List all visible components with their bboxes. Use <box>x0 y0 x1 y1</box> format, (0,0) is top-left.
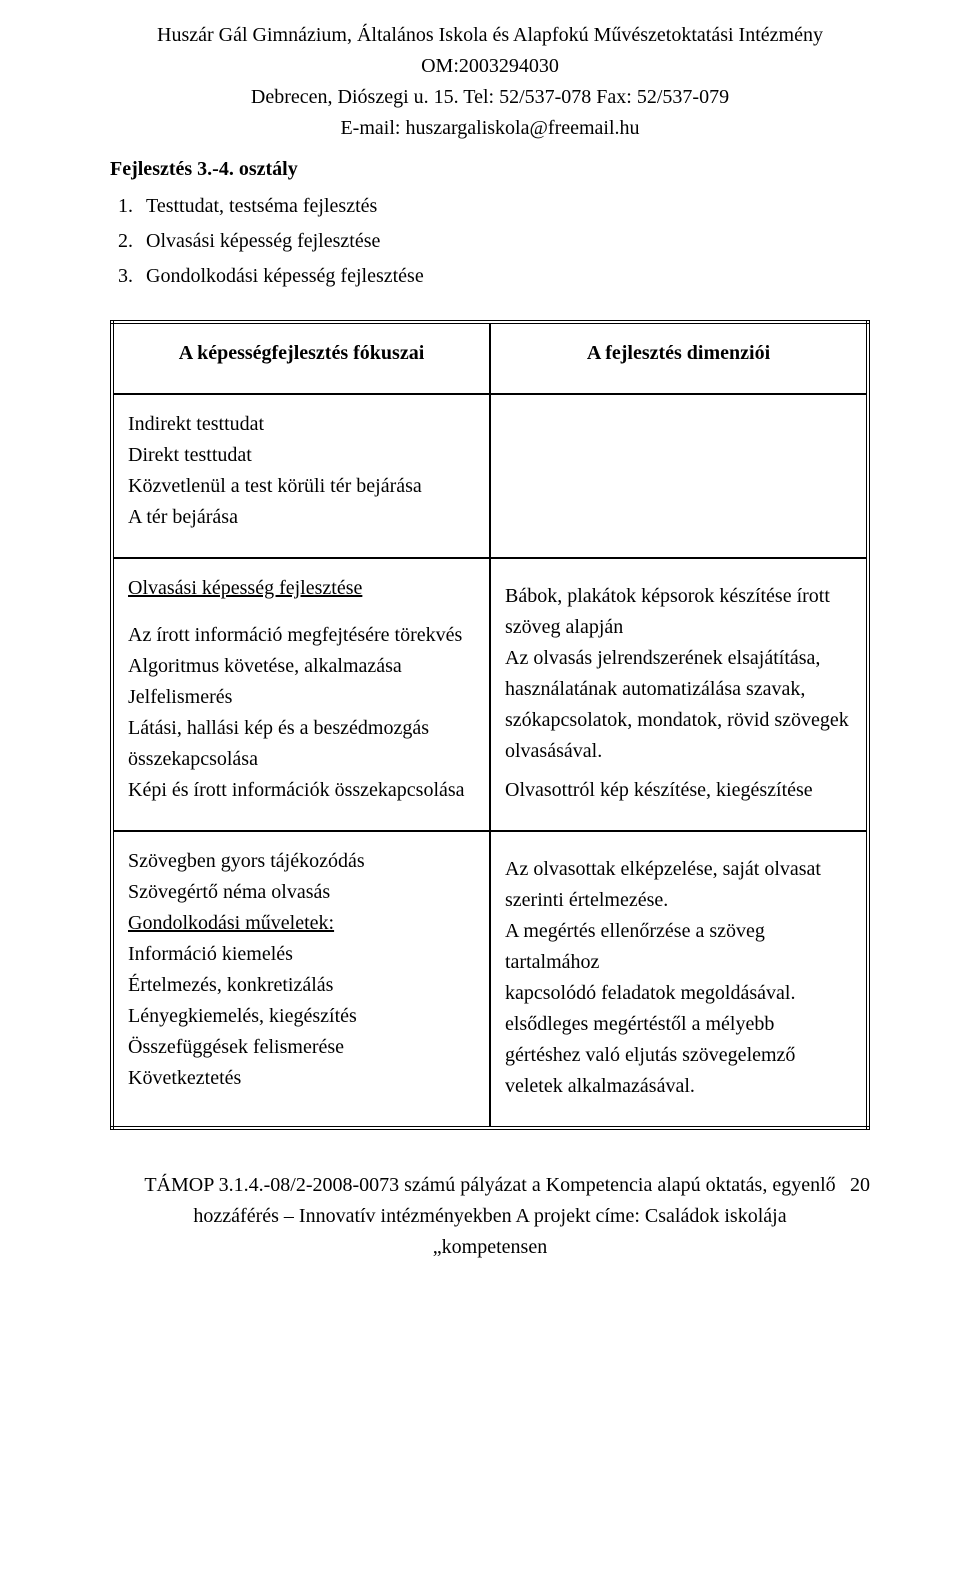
cell-text: Direkt testtudat <box>128 440 475 471</box>
list-item: Testtudat, testséma fejlesztés <box>138 191 870 222</box>
cell-text: Közvetlenül a test körüli tér bejárása <box>128 471 475 502</box>
cell-text: szókapcsolatok, mondatok, rövid szövegek <box>505 705 852 736</box>
cell-text: szöveg alapján <box>505 612 852 643</box>
cell-text: olvasásával. <box>505 736 852 767</box>
cell-text: gértéshez való eljutás szövegelemző <box>505 1040 852 1071</box>
cell-text: veletek alkalmazásával. <box>505 1071 852 1102</box>
footer-line-2: hozzáférés – Innovatív intézményekben A … <box>110 1201 870 1263</box>
cell-text: kapcsolódó feladatok megoldásával. <box>505 978 852 1009</box>
cell-text: összekapcsolása <box>128 744 475 775</box>
cell-text: Információ kiemelés <box>128 939 475 970</box>
cell-text: Szövegértő néma olvasás <box>128 877 475 908</box>
page-number: 20 <box>850 1170 870 1201</box>
cell-text: Képi és írott információk összekapcsolás… <box>128 775 475 806</box>
cell-text: Indirekt testtudat <box>128 409 475 440</box>
cell-text: A megértés ellenőrzése a szöveg tartalmá… <box>505 916 852 978</box>
table-cell-right <box>490 394 868 558</box>
cell-text: Algoritmus követése, alkalmazása <box>128 651 475 682</box>
cell-text: Következtetés <box>128 1063 475 1094</box>
table-header-right: A fejlesztés dimenziói <box>490 322 868 394</box>
cell-text: elsődleges megértéstől a mélyebb <box>505 1009 852 1040</box>
cell-text: szerinti értelmezése. <box>505 885 852 916</box>
cell-text: Összefüggések felismerése <box>128 1032 475 1063</box>
cell-text: Az írott információ megfejtésére törekvé… <box>128 620 475 651</box>
table-header-left: A képességfejlesztés fókuszai <box>112 322 490 394</box>
cell-text: Szövegben gyors tájékozódás <box>128 846 475 877</box>
document-page: Huszár Gál Gimnázium, Általános Iskola é… <box>0 0 960 1283</box>
table-row: Olvasási képesség fejlesztése Az írott i… <box>112 558 868 831</box>
header-line-4: E-mail: huszargaliskola@freemail.hu <box>110 113 870 144</box>
cell-text: Lényegkiemelés, kiegészítés <box>128 1001 475 1032</box>
table-cell-left: Olvasási képesség fejlesztése Az írott i… <box>112 558 490 831</box>
numbered-list: Testtudat, testséma fejlesztés Olvasási … <box>110 191 870 292</box>
cell-text: Értelmezés, konkretizálás <box>128 970 475 1001</box>
table-row: Szövegben gyors tájékozódás Szövegértő n… <box>112 831 868 1128</box>
cell-text: Jelfelismerés <box>128 682 475 713</box>
cell-text: használatának automatizálása szavak, <box>505 674 852 705</box>
cell-text: Olvasottról kép készítése, kiegészítése <box>505 775 852 806</box>
header-line-3: Debrecen, Diószegi u. 15. Tel: 52/537-07… <box>110 82 870 113</box>
table-header-row: A képességfejlesztés fókuszai A fejleszt… <box>112 322 868 394</box>
header-line-2: OM:2003294030 <box>110 51 870 82</box>
table-row: Indirekt testtudat Direkt testtudat Közv… <box>112 394 868 558</box>
page-header: Huszár Gál Gimnázium, Általános Iskola é… <box>110 20 870 144</box>
table-cell-left: Indirekt testtudat Direkt testtudat Közv… <box>112 394 490 558</box>
table-cell-right: Az olvasottak elképzelése, saját olvasat… <box>490 831 868 1128</box>
page-footer: TÁMOP 3.1.4.-08/2-2008-0073 számú pályáz… <box>110 1170 870 1263</box>
main-table: A képességfejlesztés fókuszai A fejleszt… <box>110 320 870 1130</box>
cell-text: Az olvasottak elképzelése, saját olvasat <box>505 854 852 885</box>
cell-text: Az olvasás jelrendszerének elsajátítása, <box>505 643 852 674</box>
header-line-1: Huszár Gál Gimnázium, Általános Iskola é… <box>110 20 870 51</box>
table-cell-right: Bábok, plakátok képsorok készítése írott… <box>490 558 868 831</box>
cell-text: Bábok, plakátok képsorok készítése írott <box>505 581 852 612</box>
section-title: Fejlesztés 3.-4. osztály <box>110 154 870 185</box>
cell-text: Látási, hallási kép és a beszédmozgás <box>128 713 475 744</box>
footer-line-1: TÁMOP 3.1.4.-08/2-2008-0073 számú pályáz… <box>144 1174 835 1196</box>
cell-subtitle: Olvasási képesség fejlesztése <box>128 573 475 604</box>
table-cell-left: Szövegben gyors tájékozódás Szövegértő n… <box>112 831 490 1128</box>
footer-text: TÁMOP 3.1.4.-08/2-2008-0073 számú pályáz… <box>110 1170 870 1201</box>
list-item: Olvasási képesség fejlesztése <box>138 226 870 257</box>
list-item: Gondolkodási képesség fejlesztése <box>138 261 870 292</box>
cell-text: A tér bejárása <box>128 502 475 533</box>
cell-text: Gondolkodási műveletek: <box>128 908 475 939</box>
